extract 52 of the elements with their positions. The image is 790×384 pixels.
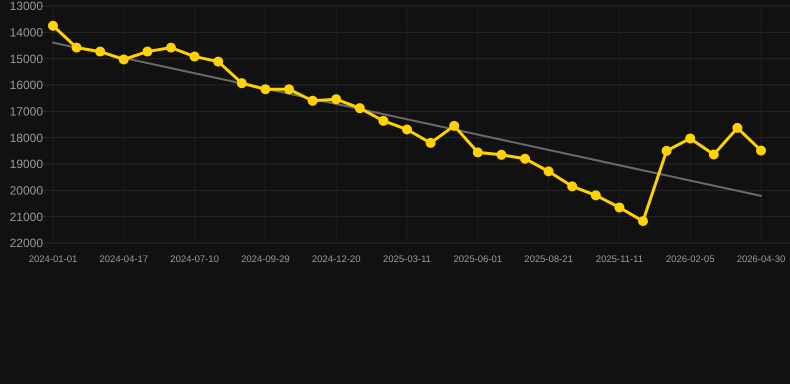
point — [142, 46, 152, 57]
point — [236, 78, 247, 88]
x-tick-label: 2025-11-11 — [596, 254, 643, 265]
point — [756, 146, 766, 156]
point — [449, 120, 460, 131]
point — [614, 202, 624, 212]
point — [544, 166, 554, 176]
x-tick-label: 2026-04-30 — [736, 254, 786, 265]
y-tick-label: 20000 — [10, 184, 44, 198]
y-tick-label: 21000 — [10, 210, 44, 224]
point — [472, 147, 483, 158]
point — [354, 103, 365, 114]
point — [685, 133, 696, 144]
point — [732, 122, 742, 133]
point — [426, 138, 436, 148]
y-tick-label: 16000 — [10, 78, 44, 92]
point — [590, 190, 601, 200]
y-tick-label: 19000 — [10, 157, 44, 172]
point — [567, 181, 578, 192]
x-tick-label: 2024-07-10 — [170, 254, 219, 265]
x-tick-label: 2026-02-05 — [666, 254, 715, 265]
point — [638, 216, 648, 226]
point — [166, 42, 176, 53]
y-tick-label: 17000 — [10, 104, 44, 119]
point — [308, 96, 318, 106]
x-tick-label: 2024-04-17 — [99, 254, 148, 265]
point — [662, 146, 672, 156]
point — [260, 84, 270, 94]
x-tick-label: 2024-12-20 — [312, 254, 361, 265]
x-tick-label: 2024-09-29 — [241, 254, 290, 265]
point — [190, 52, 200, 62]
point — [213, 56, 224, 67]
point — [378, 116, 388, 126]
y-tick-label: 15000 — [10, 52, 44, 66]
point — [708, 150, 719, 160]
y-tick-label: 18000 — [10, 130, 44, 145]
point — [118, 54, 129, 64]
y-tick-label: 14000 — [10, 26, 44, 40]
x-tick-label: 2024-01-01 — [28, 254, 78, 265]
point — [331, 94, 342, 104]
x-tick-label: 2025-08-21 — [524, 254, 573, 265]
point — [95, 46, 106, 57]
point — [72, 42, 82, 53]
point — [284, 84, 294, 94]
x-tick-label: 2025-03-11 — [383, 254, 431, 265]
point — [520, 154, 530, 164]
point — [496, 150, 506, 160]
y-tick-label: 22000 — [10, 236, 44, 250]
y-tick-label: 13000 — [10, 0, 44, 14]
point — [48, 20, 58, 31]
point — [402, 124, 412, 135]
x-tick-label: 2025-06-01 — [453, 254, 502, 265]
